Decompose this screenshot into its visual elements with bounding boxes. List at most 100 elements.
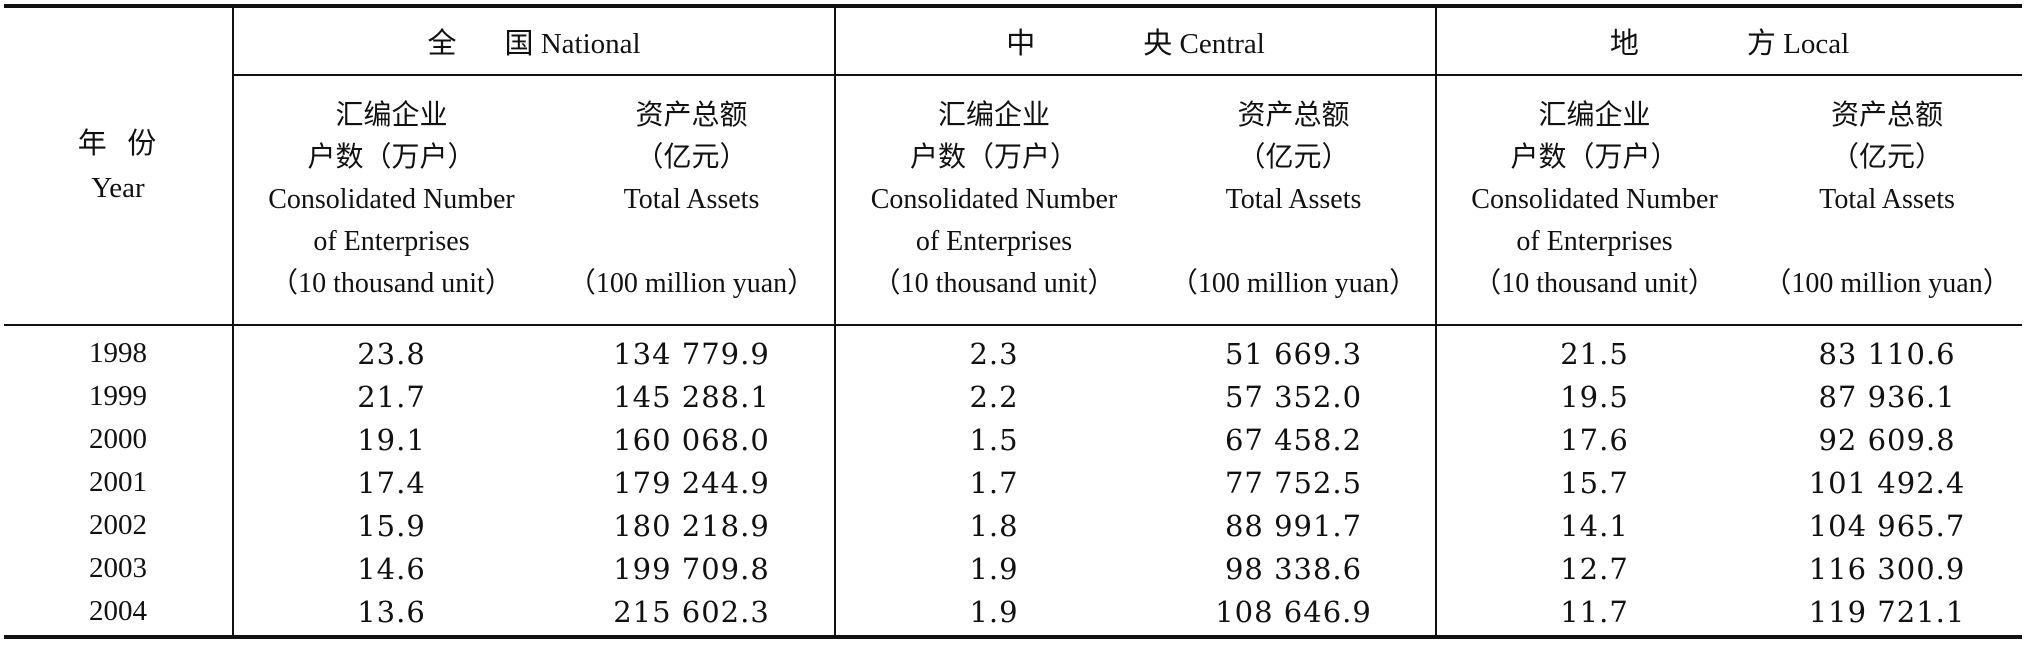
group-national-cn-a: 全 (427, 28, 457, 60)
col-unit: （100 million yuan） (1169, 268, 1418, 299)
group-local-cn-a: 地 (1609, 28, 1639, 60)
national-enterprises-cell: 19.1 (232, 418, 549, 461)
local-enterprises-cell: 15.7 (1435, 461, 1753, 504)
col-en1: Total Assets (623, 184, 760, 215)
national-assets-cell: 215 602.3 (549, 590, 836, 639)
col-en1: Consolidated Number (1471, 184, 1718, 215)
local-assets-cell: 119 721.1 (1752, 590, 2023, 639)
table-row: 2003 14.6 199 709.8 1.9 98 338.6 12.7 11… (4, 547, 2022, 590)
year-cell: 2002 (89, 509, 147, 541)
local-enterprises-header: 汇编企业 户数（万户） Consolidated Number of Enter… (1435, 75, 1753, 326)
local-enterprises-cell: 17.6 (1435, 418, 1753, 461)
central-assets-cell: 88 991.7 (1224, 508, 1363, 543)
national-enterprises-cell: 15.9 (232, 504, 549, 547)
local-assets-cell: 92 609.8 (1818, 422, 1956, 457)
central-enterprises-cell: 1.5 (834, 418, 1153, 461)
national-enterprises-cell: 21.7 (232, 375, 549, 418)
col-cn1: 资产总额 (635, 100, 748, 131)
col-cn1: 汇编企业 (1538, 100, 1651, 131)
central-enterprises-cell: 1.9 (834, 547, 1153, 590)
col-unit: （100 million yuan） (1763, 268, 2011, 299)
central-enterprises-cell: 2.3 (834, 325, 1153, 375)
central-assets-cell: 51 669.3 (1224, 336, 1363, 371)
col-en1: Consolidated Number (870, 184, 1118, 215)
col-cn2: 户数（万户） (910, 142, 1079, 173)
local-assets-header: 资产总额 （亿元） Total Assets （100 million yuan… (1752, 75, 2023, 326)
national-assets-cell: 199 709.8 (613, 551, 770, 586)
col-cn2: （亿元） (635, 142, 748, 173)
col-en2: of Enterprises (313, 226, 470, 257)
local-enterprises-cell: 14.1 (1435, 504, 1753, 547)
col-en2: of Enterprises (1516, 226, 1673, 257)
national-enterprises-cell: 17.4 (232, 461, 549, 504)
national-assets-cell: 179 244.9 (613, 465, 770, 500)
national-assets-cell: 134 779.9 (613, 336, 770, 371)
national-enterprises-cell: 13.6 (232, 590, 549, 639)
col-unit: （10 thousand unit） (270, 268, 513, 299)
col-cn1: 汇编企业 (938, 100, 1051, 131)
statistics-table: 年 份 Year 全 国 National 中 央 Central 地 方 Local… (4, 4, 2023, 639)
central-enterprises-cell: 2.2 (834, 375, 1153, 418)
central-assets-cell: 57 352.0 (1224, 379, 1363, 414)
year-cell: 2000 (89, 423, 147, 455)
national-assets-cell: 180 218.9 (613, 508, 770, 543)
col-unit: （10 thousand unit） (872, 268, 1116, 299)
col-en1: Total Assets (1225, 184, 1362, 215)
year-cell: 1998 (89, 337, 147, 369)
year-cell: 2003 (89, 552, 147, 584)
year-cell: 2001 (89, 466, 147, 498)
local-enterprises-cell: 21.5 (1435, 325, 1753, 375)
local-enterprises-cell: 12.7 (1435, 547, 1753, 590)
table-row: 2001 17.4 179 244.9 1.7 77 752.5 15.7 10… (4, 461, 2022, 504)
year-cell: 2004 (4, 590, 233, 639)
group-local-cn-b: 方 (1746, 28, 1776, 60)
group-header-local: 地 方 Local (1435, 4, 2023, 76)
table-row: 2002 15.9 180 218.9 1.8 88 991.7 14.1 10… (4, 504, 2022, 547)
national-assets-cell: 145 288.1 (613, 379, 770, 414)
col-cn2: 户数（万户） (1510, 142, 1679, 173)
group-central-en: Central (1179, 28, 1265, 60)
central-assets-header: 资产总额 （亿元） Total Assets （100 million yuan… (1152, 75, 1437, 326)
group-header-central: 中 央 Central (834, 4, 1437, 76)
col-cn2: 户数（万户） (307, 142, 476, 173)
table-row: 1999 21.7 145 288.1 2.2 57 352.0 19.5 87… (4, 375, 2022, 418)
year-header-cn: 年 份 (77, 128, 159, 160)
national-assets-header: 资产总额 （亿元） Total Assets （100 million yuan… (549, 75, 836, 326)
col-unit: （100 million yuan） (567, 268, 816, 299)
national-assets-cell: 160 068.0 (613, 422, 770, 457)
col-cn1: 汇编企业 (335, 100, 448, 131)
table-row: 1998 23.8 134 779.9 2.3 51 669.3 21.5 83… (4, 325, 2022, 375)
local-enterprises-cell: 11.7 (1435, 590, 1753, 639)
local-enterprises-cell: 19.5 (1435, 375, 1753, 418)
local-assets-cell: 116 300.9 (1808, 551, 1966, 586)
col-unit: （10 thousand unit） (1473, 268, 1716, 299)
group-central-cn-b: 央 (1143, 28, 1173, 60)
col-cn2: （亿元） (1237, 142, 1350, 173)
local-assets-cell: 83 110.6 (1818, 336, 1956, 371)
central-assets-cell: 108 646.9 (1152, 590, 1437, 639)
central-enterprises-cell: 1.8 (834, 504, 1153, 547)
col-en2: of Enterprises (915, 226, 1073, 257)
national-enterprises-cell: 23.8 (232, 325, 549, 375)
national-enterprises-cell: 14.6 (232, 547, 549, 590)
year-cell: 1999 (89, 380, 147, 412)
central-enterprises-header: 汇编企业 户数（万户） Consolidated Number of Enter… (834, 75, 1153, 326)
national-enterprises-header: 汇编企业 户数（万户） Consolidated Number of Enter… (232, 75, 549, 326)
group-header-national: 全 国 National (231, 4, 836, 76)
local-assets-cell: 104 965.7 (1808, 508, 1966, 543)
col-cn2: （亿元） (1831, 142, 1944, 173)
central-assets-cell: 67 458.2 (1224, 422, 1363, 457)
central-assets-cell: 98 338.6 (1224, 551, 1363, 586)
group-central-cn-a: 中 (1006, 28, 1036, 60)
group-local-en: Local (1783, 28, 1850, 60)
col-en1: Consolidated Number (268, 184, 515, 215)
central-assets-cell: 77 752.5 (1224, 465, 1363, 500)
col-cn1: 资产总额 (1237, 100, 1350, 131)
central-enterprises-cell: 1.7 (834, 461, 1153, 504)
group-national-cn-b: 国 (504, 28, 534, 60)
year-header-en: Year (91, 172, 145, 204)
group-national-en: National (540, 28, 641, 60)
local-assets-cell: 101 492.4 (1808, 465, 1966, 500)
col-en1: Total Assets (1819, 184, 1955, 215)
table-row: 2000 19.1 160 068.0 1.5 67 458.2 17.6 92… (4, 418, 2022, 461)
